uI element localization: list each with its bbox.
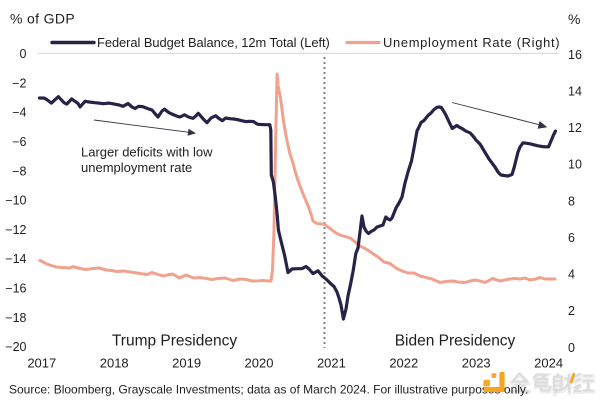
svg-text:−16: −16 <box>5 282 26 296</box>
svg-text:2017: 2017 <box>27 356 56 371</box>
svg-text:16: 16 <box>568 48 582 62</box>
svg-text:−2: −2 <box>12 76 26 90</box>
svg-text:Biden Presidency: Biden Presidency <box>395 333 516 350</box>
svg-text:−4: −4 <box>12 106 26 120</box>
svg-text:−14: −14 <box>5 252 26 266</box>
svg-text:2: 2 <box>568 304 575 318</box>
svg-text:% of GDP: % of GDP <box>10 11 75 27</box>
svg-text:2021: 2021 <box>317 356 346 371</box>
svg-text:14: 14 <box>568 84 582 98</box>
svg-text:6: 6 <box>568 231 575 245</box>
svg-text:Trump Presidency: Trump Presidency <box>112 333 237 350</box>
svg-text:2023: 2023 <box>462 356 491 371</box>
svg-text:2019: 2019 <box>172 356 201 371</box>
svg-text:−20: −20 <box>5 340 26 354</box>
svg-text:2024: 2024 <box>534 356 563 371</box>
svg-text:12: 12 <box>568 121 582 135</box>
svg-text:−10: −10 <box>5 194 26 208</box>
svg-text:0: 0 <box>20 47 27 61</box>
svg-text:2020: 2020 <box>245 356 274 371</box>
svg-text:unemployment rate: unemployment rate <box>81 160 192 175</box>
svg-text:−6: −6 <box>12 135 26 149</box>
svg-text:0: 0 <box>568 341 575 355</box>
svg-text:4: 4 <box>568 268 575 282</box>
svg-text:Federal Budget Balance, 12m To: Federal Budget Balance, 12m Total (Left) <box>97 35 330 50</box>
svg-text:Source: Bloomberg, Grayscale I: Source: Bloomberg, Grayscale Investments… <box>9 383 528 397</box>
svg-text:%: % <box>568 11 580 27</box>
svg-text:Larger deficits with low: Larger deficits with low <box>81 145 213 160</box>
svg-text:10: 10 <box>568 158 582 172</box>
svg-text:8: 8 <box>568 194 575 208</box>
svg-text:2022: 2022 <box>389 356 418 371</box>
svg-text:−12: −12 <box>5 223 26 237</box>
svg-text:2018: 2018 <box>100 356 129 371</box>
svg-text:Unemployment Rate (Right): Unemployment Rate (Right) <box>383 35 560 50</box>
svg-text:−8: −8 <box>12 164 26 178</box>
svg-text:−18: −18 <box>5 311 26 325</box>
